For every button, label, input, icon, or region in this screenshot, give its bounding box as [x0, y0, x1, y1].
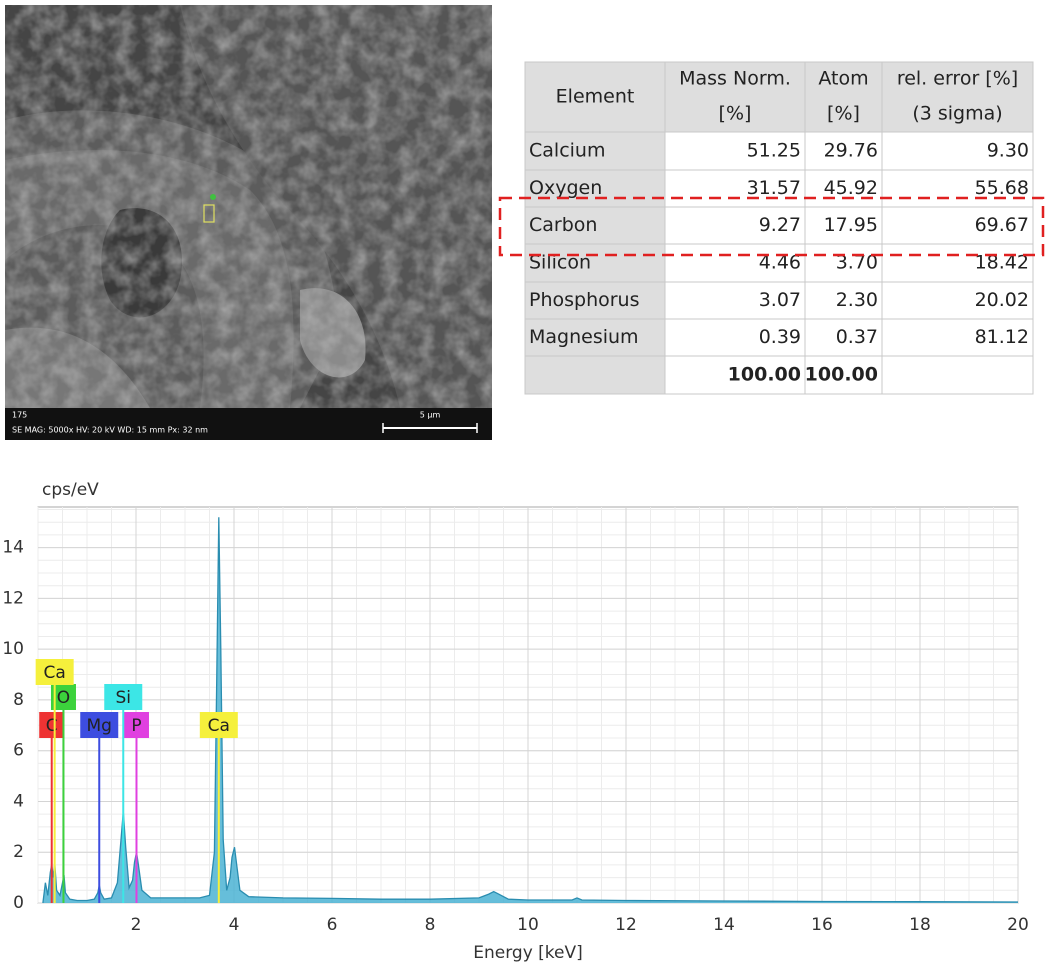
value-cell: 51.25: [747, 140, 801, 162]
table-cell: [881, 169, 1034, 208]
sem-id: 175: [12, 411, 27, 420]
table-cell: [524, 243, 666, 283]
table-cell: [524, 355, 666, 395]
peak-label-box: [123, 712, 149, 738]
value-cell: 0.39: [759, 326, 801, 348]
peak-label-box: [80, 712, 119, 738]
header-cell: Atom: [818, 68, 868, 90]
header-cell: rel. error [%]: [897, 68, 1018, 90]
table-cell: [664, 281, 806, 320]
sem-image: 175 SE MAG: 5000x HV: 20 kV WD: 15 mm Px…: [5, 5, 492, 440]
peak-label: O: [57, 688, 70, 708]
peak-label-box: [104, 684, 143, 710]
x-tick-label: 2: [131, 915, 142, 935]
element-name: Carbon: [529, 214, 597, 236]
table-cell: [881, 355, 1034, 395]
y-tick-label: 14: [2, 538, 24, 558]
y-tick-label: 4: [13, 791, 24, 811]
table-cell: [804, 61, 883, 133]
header-cell: (3 sigma): [912, 103, 1002, 125]
y-tick-label: 2: [13, 842, 24, 862]
value-cell: 20.02: [975, 289, 1029, 311]
element-name: Calcium: [529, 140, 605, 162]
sem-info: SE MAG: 5000x HV: 20 kV WD: 15 mm Px: 32…: [12, 426, 208, 435]
x-tick-label: 4: [229, 915, 240, 935]
x-tick-label: 18: [909, 915, 931, 935]
table-cell: [664, 131, 806, 171]
peak-label: Si: [116, 688, 132, 708]
peak-label-box: [39, 712, 65, 738]
value-cell: 31.57: [747, 177, 801, 199]
table: Element Mass Norm. [%] Atom [%] rel. error [%…: [524, 61, 1034, 395]
x-axis-label: Energy [keV]: [473, 943, 583, 963]
peak-label-box: [35, 659, 74, 685]
element-name: Silicon: [529, 252, 591, 274]
y-tick-label: 6: [13, 741, 24, 761]
element-name: Phosphorus: [529, 289, 640, 311]
table-cell: [804, 318, 883, 357]
table-cell: [524, 206, 666, 245]
table-cell: [804, 355, 883, 395]
value-cell: 2.30: [836, 289, 878, 311]
value-cell: 69.67: [975, 214, 1029, 236]
value-cell: 3.07: [759, 289, 801, 311]
table-cell: [664, 355, 806, 395]
value-cell: 45.92: [824, 177, 878, 199]
table-cell: [881, 206, 1034, 245]
x-tick-label: 8: [425, 915, 436, 935]
peak-label: Ca: [44, 663, 66, 683]
table-cell: [881, 243, 1034, 283]
y-axis-label: cps/eV: [42, 480, 99, 500]
x-tick-label: 16: [811, 915, 833, 935]
table-cell: [524, 318, 666, 357]
peak-label: Mg: [87, 716, 112, 736]
table-cell: [664, 318, 806, 357]
table-cell: [664, 169, 806, 208]
element-name: Magnesium: [529, 326, 639, 348]
value-cell: 55.68: [975, 177, 1029, 199]
value-cell: 4.46: [759, 252, 801, 274]
value-cell: 29.76: [824, 140, 878, 162]
value-cell: 17.95: [824, 214, 878, 236]
peak-label: P: [131, 716, 141, 736]
table-cell: [881, 61, 1034, 133]
value-cell: 0.37: [836, 326, 878, 348]
table-cell: [524, 169, 666, 208]
scale-bar-label: 5 µm: [420, 411, 441, 420]
value-cell: 9.30: [987, 140, 1029, 162]
value-cell: 18.42: [975, 252, 1029, 274]
highlight-box: [498, 196, 1045, 257]
x-tick-label: 20: [1007, 915, 1029, 935]
header-cell: [%]: [719, 103, 752, 125]
header-cell: Mass Norm.: [679, 68, 791, 90]
table-cell: [804, 131, 883, 171]
y-tick-label: 8: [13, 690, 24, 710]
peak-label: Ca: [208, 716, 230, 736]
x-tick-label: 14: [713, 915, 735, 935]
table-cell: [881, 281, 1034, 320]
header-cell: Element: [556, 86, 635, 108]
table-cell: [804, 169, 883, 208]
chart: 2 4 6 8 10 12 14 16 18 20 0 2 4 6 8 10 12 14 cps/eV Energy …: [2, 480, 1028, 963]
total-cell: 100.00: [728, 364, 801, 386]
table-cell: [524, 131, 666, 171]
peak-label-box: [199, 712, 238, 738]
table-cell: [804, 281, 883, 320]
x-tick-label: 10: [517, 915, 539, 935]
value-cell: 3.70: [836, 252, 878, 274]
total-cell: 100.00: [805, 364, 878, 386]
header-cell: [%]: [827, 103, 860, 125]
x-tick-label: 6: [327, 915, 338, 935]
y-tick-label: 10: [2, 639, 24, 659]
y-tick-label: 0: [13, 893, 24, 913]
value-cell: 9.27: [759, 214, 801, 236]
y-tick-label: 12: [2, 588, 24, 608]
element-name: Oxygen: [529, 177, 602, 199]
value-cell: 81.12: [975, 326, 1029, 348]
peak-label: C: [46, 716, 58, 736]
spectrum-line: [42, 517, 1019, 904]
x-tick-label: 12: [615, 915, 637, 935]
